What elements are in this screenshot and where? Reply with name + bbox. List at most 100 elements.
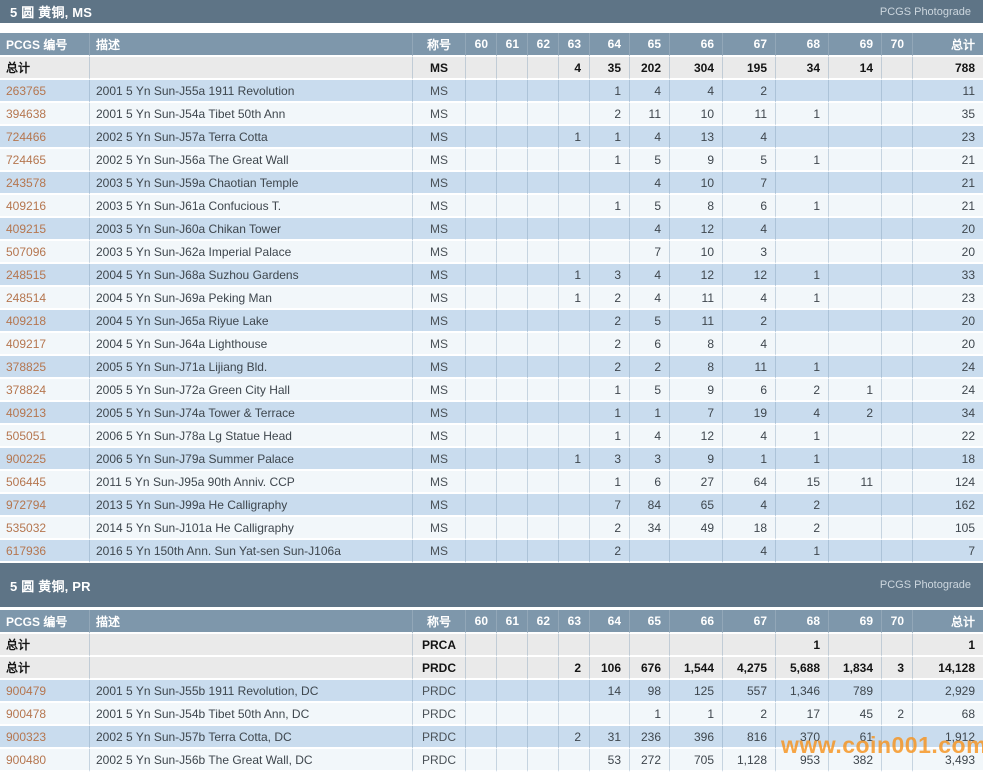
pcgs-number-link[interactable]: 507096 — [0, 241, 90, 264]
pcgs-number-link[interactable]: 617936 — [0, 540, 90, 563]
table-row: 900479 2001 5 Yn Sun-J55b 1911 Revolution… — [0, 680, 983, 703]
table-row: 409213 2005 5 Yn Sun-J74a Tower & Terrace… — [0, 402, 983, 425]
grade-63-cell — [559, 749, 590, 772]
grade-63-cell: 1 — [559, 264, 590, 287]
grade-61-cell — [497, 471, 528, 494]
grade-63-cell — [559, 402, 590, 425]
col-header-61: 61 — [497, 33, 528, 57]
pcgs-number-link[interactable]: 505051 — [0, 425, 90, 448]
grade-63-cell — [559, 471, 590, 494]
grade-64-cell — [590, 634, 630, 657]
col-header-60: 60 — [466, 33, 497, 57]
col-header-63: 63 — [559, 33, 590, 57]
grade-68-cell: 1,346 — [776, 680, 829, 703]
row-total-cell: 14,128 — [913, 657, 983, 680]
photograde-link-ms[interactable]: PCGS Photograde — [879, 5, 971, 18]
col-header-65: 65 — [630, 610, 670, 634]
grade-65-cell: 6 — [630, 471, 670, 494]
description-cell: 2001 5 Yn Sun-J54a Tibet 50th Ann — [90, 103, 413, 126]
designation-cell: MS — [413, 241, 466, 264]
column-header-row: PCGS 编号 描述 称号 60 61 62 63 64 65 66 67 68… — [0, 33, 983, 57]
pcgs-number-link[interactable]: 535032 — [0, 517, 90, 540]
description-cell: 2006 5 Yn Sun-J78a Lg Statue Head — [90, 425, 413, 448]
grade-69-cell — [829, 448, 882, 471]
pcgs-number-link[interactable]: 409217 — [0, 333, 90, 356]
pcgs-number-link[interactable]: 409218 — [0, 310, 90, 333]
pcgs-number-link[interactable]: 900225 — [0, 448, 90, 471]
grade-65-cell: 11 — [630, 103, 670, 126]
grade-67-cell: 11 — [723, 356, 776, 379]
grade-68-cell: 2 — [776, 379, 829, 402]
section-header-bar-ms: 5 圆 黄铜, MS PCGS Photograde — [0, 0, 983, 23]
totals-row: 总计 PRCA 1 1 — [0, 634, 983, 657]
grade-65-cell: 4 — [630, 126, 670, 149]
pcgs-number-link[interactable]: 900478 — [0, 703, 90, 726]
grade-65-cell: 1 — [630, 402, 670, 425]
grade-63-cell — [559, 310, 590, 333]
pcgs-number-link[interactable]: 243578 — [0, 172, 90, 195]
description-cell: 2003 5 Yn Sun-J60a Chikan Tower — [90, 218, 413, 241]
grade-68-cell: 4 — [776, 402, 829, 425]
grade-69-cell — [829, 634, 882, 657]
pcgs-number-link[interactable]: 263765 — [0, 80, 90, 103]
pcgs-number-link[interactable]: 394638 — [0, 103, 90, 126]
grade-60-cell — [466, 379, 497, 402]
pcgs-number-link[interactable]: 900323 — [0, 726, 90, 749]
grade-64-cell: 106 — [590, 657, 630, 680]
grade-70-cell — [882, 540, 913, 563]
grade-70-cell — [882, 310, 913, 333]
grade-69-cell — [829, 540, 882, 563]
pcgs-number-link[interactable]: 248515 — [0, 264, 90, 287]
grade-61-cell — [497, 749, 528, 772]
grade-70-cell — [882, 356, 913, 379]
designation-cell: PRDC — [413, 726, 466, 749]
pcgs-number-link[interactable]: 378825 — [0, 356, 90, 379]
grade-69-cell: 14 — [829, 57, 882, 80]
grade-67-cell: 7 — [723, 172, 776, 195]
pcgs-number-link[interactable]: 900479 — [0, 680, 90, 703]
description-cell: 2002 5 Yn Sun-J56b The Great Wall, DC — [90, 749, 413, 772]
pcgs-number-link[interactable]: 248514 — [0, 287, 90, 310]
description-cell: 2001 5 Yn Sun-J55a 1911 Revolution — [90, 80, 413, 103]
pcgs-number-link[interactable]: 409216 — [0, 195, 90, 218]
row-total-cell: 105 — [913, 517, 983, 540]
row-total-cell: 2,929 — [913, 680, 983, 703]
grade-66-cell: 10 — [670, 172, 723, 195]
col-header-63: 63 — [559, 610, 590, 634]
grade-66-cell: 65 — [670, 494, 723, 517]
grade-62-cell — [528, 172, 559, 195]
pcgs-number-link[interactable]: 506445 — [0, 471, 90, 494]
grade-65-cell: 4 — [630, 287, 670, 310]
grade-70-cell — [882, 103, 913, 126]
col-header-designation: 称号 — [413, 610, 466, 634]
grade-60-cell — [466, 657, 497, 680]
pcgs-number-link[interactable]: 724466 — [0, 126, 90, 149]
pcgs-number-link[interactable]: 972794 — [0, 494, 90, 517]
row-total-cell: 1,912 — [913, 726, 983, 749]
pcgs-number-link[interactable]: 900480 — [0, 749, 90, 772]
pcgs-number-link[interactable]: 409213 — [0, 402, 90, 425]
grade-68-cell: 1 — [776, 149, 829, 172]
grade-61-cell — [497, 494, 528, 517]
pcgs-number-link[interactable]: 724465 — [0, 149, 90, 172]
table-row: 378825 2005 5 Yn Sun-J71a Lijiang Bld. MS 2… — [0, 356, 983, 379]
table-row: 724466 2002 5 Yn Sun-J57a Terra Cotta MS 1 1… — [0, 126, 983, 149]
grade-63-cell — [559, 333, 590, 356]
designation-cell: MS — [413, 448, 466, 471]
grade-69-cell — [829, 195, 882, 218]
photograde-link-pr[interactable]: PCGS Photograde — [879, 579, 971, 591]
pcgs-number-link[interactable]: 409215 — [0, 218, 90, 241]
table-row: 409216 2003 5 Yn Sun-J61a Confucious T. MS… — [0, 195, 983, 218]
grade-66-cell: 4 — [670, 80, 723, 103]
grade-66-cell: 11 — [670, 287, 723, 310]
grade-67-cell: 11 — [723, 103, 776, 126]
table-row: 505051 2006 5 Yn Sun-J78a Lg Statue Head M… — [0, 425, 983, 448]
grade-63-cell — [559, 241, 590, 264]
grade-66-cell: 10 — [670, 241, 723, 264]
grade-61-cell — [497, 402, 528, 425]
row-total-cell: 162 — [913, 494, 983, 517]
row-total-cell: 20 — [913, 218, 983, 241]
grade-68-cell — [776, 310, 829, 333]
pcgs-number-link[interactable]: 378824 — [0, 379, 90, 402]
grade-70-cell — [882, 471, 913, 494]
